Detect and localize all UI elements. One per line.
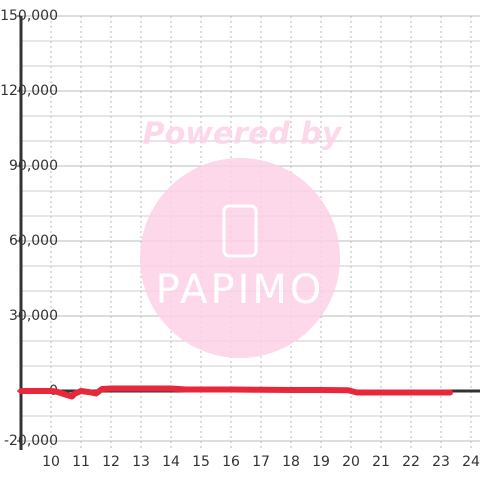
y-tick-label: -20,000 [4, 433, 58, 449]
watermark-logo: PAPIMO [156, 267, 325, 313]
watermark: PAPIMO Powered by [140, 117, 343, 358]
x-tick-label: 10 [42, 454, 60, 470]
x-tick-label: 15 [192, 454, 210, 470]
x-tick-label: 11 [72, 454, 90, 470]
x-tick-label: 22 [402, 454, 420, 470]
y-tick-label: 90,000 [9, 158, 58, 174]
y-tick-label: 30,000 [9, 308, 58, 324]
x-tick-label: 17 [252, 454, 270, 470]
x-tick-label: 16 [222, 454, 240, 470]
x-tick-label: 19 [312, 454, 330, 470]
x-tick-label: 18 [282, 454, 300, 470]
x-tick-label: 23 [432, 454, 450, 470]
x-tick-label: 24 [462, 454, 480, 470]
x-tick-label: 14 [162, 454, 180, 470]
watermark-circle [140, 158, 340, 358]
watermark-text: Powered by [143, 117, 343, 152]
x-tick-label: 12 [102, 454, 120, 470]
x-tick-label: 21 [372, 454, 390, 470]
y-tick-label: 120,000 [0, 83, 58, 99]
y-tick-label: 150,000 [0, 8, 58, 24]
y-tick-label: 60,000 [9, 233, 58, 249]
x-tick-label: 20 [342, 454, 360, 470]
phone-icon [222, 204, 258, 258]
x-tick-label: 13 [132, 454, 150, 470]
series-line [18, 385, 453, 400]
